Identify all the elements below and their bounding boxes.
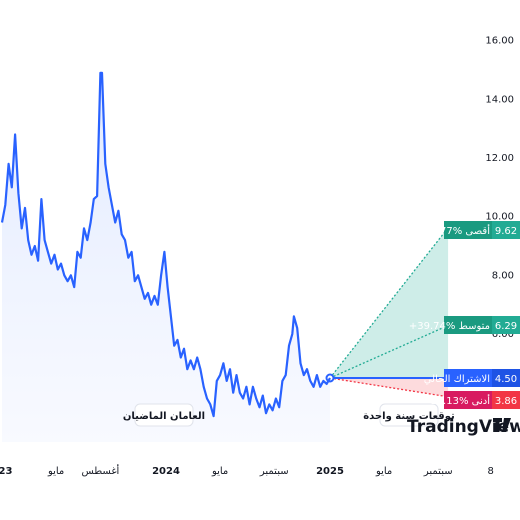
x-axis: 023 مايو أغسطس 2024 مايو سبتمبر 2025 مايو سبتمبر…: [0, 464, 494, 477]
price-area-fill: [2, 72, 330, 443]
forecast-upper-band: [330, 227, 449, 378]
max-pill-label: +113.77% أقصى: [409, 224, 490, 237]
current-pill: الاشتراك الحالي 4.50: [424, 369, 520, 387]
future-period-label: توقعات سنة واحدة: [363, 403, 455, 427]
logo-text: TradingView: [407, 417, 520, 437]
price-line: [0, 71, 331, 418]
forecast-fan: [325, 227, 449, 398]
x-tick-label: مايو: [47, 466, 64, 477]
y-axis: 16.00 14.00 12.00 10.00 8.00 6.00: [485, 36, 514, 340]
min-pill-value: 3.86: [495, 396, 517, 407]
price-area: [2, 72, 330, 443]
y-tick-label: 10.00: [485, 212, 514, 223]
x-tick-label: سبتمبر: [423, 466, 453, 477]
max-pill: +113.77% أقصى 9.62: [409, 221, 520, 239]
past-period-text: العامان الماضيان: [123, 411, 205, 422]
tradingview-logo: TradingView: [407, 417, 520, 437]
y-tick-label: 16.00: [485, 36, 514, 47]
future-period-text: توقعات سنة واحدة: [363, 411, 455, 422]
avg-pill-value: 6.29: [495, 321, 517, 332]
y-tick-label: 14.00: [485, 94, 514, 105]
y-tick-label: 8.00: [492, 270, 514, 281]
avg-pill-label: +39.74% متوسط: [409, 321, 490, 332]
x-tick-label: سبتمبر: [259, 466, 289, 477]
x-tick-label: 2024: [152, 466, 180, 477]
x-tick-label: مايو: [211, 466, 228, 477]
tradingview-icon: [493, 418, 511, 432]
forecast-avg-line: [329, 324, 449, 379]
max-pill-value: 9.62: [495, 226, 517, 237]
x-tick-label: 8: [488, 466, 494, 477]
min-pill: -14.13% أدنى 3.86: [427, 391, 520, 409]
min-pill-label: -14.13% أدنى: [427, 394, 490, 407]
avg-pill: +39.74% متوسط 6.29: [409, 316, 520, 334]
x-tick-label: 023: [0, 466, 12, 477]
current-pill-value: 4.50: [495, 374, 517, 385]
past-period-label: العامان الماضيان: [123, 403, 205, 427]
y-tick-label: 6.00: [492, 329, 514, 340]
price-line-group: [0, 71, 331, 418]
x-tick-label: أغسطس: [81, 464, 119, 477]
current-pill-label: الاشتراك الحالي: [424, 374, 490, 385]
x-tick-label: مايو: [375, 466, 392, 477]
y-tick-label: 12.00: [485, 153, 514, 164]
x-tick-label: 2025: [316, 466, 344, 477]
